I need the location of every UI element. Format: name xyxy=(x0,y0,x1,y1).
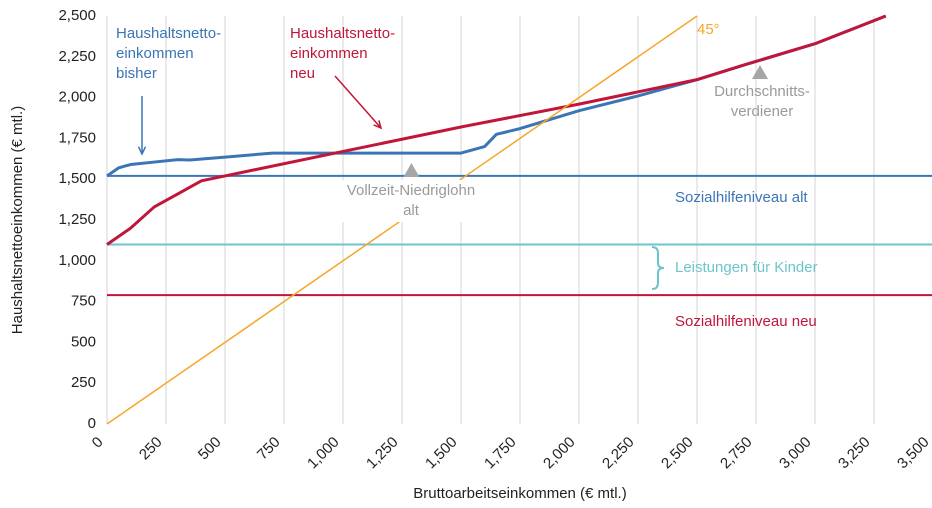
marker xyxy=(403,163,420,178)
x-tick-label: 3,500 xyxy=(894,434,932,473)
reference-label: Sozialhilfeniveau neu xyxy=(675,313,817,330)
y-tick-label: 1,750 xyxy=(58,129,96,146)
y-tick-label: 500 xyxy=(71,333,96,350)
marker xyxy=(752,64,769,79)
x-tick-label: 1,500 xyxy=(422,434,461,473)
reference-label: Sozialhilfeniveau alt xyxy=(675,189,808,206)
reference-label: Leistungen für Kinder xyxy=(675,259,818,276)
marker-label: Durchschnitts- xyxy=(714,83,810,100)
x-tick-label: 3,000 xyxy=(776,434,815,473)
brace xyxy=(651,246,665,290)
marker-label: alt xyxy=(403,202,420,219)
x-tick-label: 2,250 xyxy=(599,434,638,473)
x-tick-label: 1,000 xyxy=(304,434,343,473)
x-tick-label: 1,250 xyxy=(363,434,402,473)
y-tick-label: 2,500 xyxy=(58,7,96,24)
y-tick-label: 750 xyxy=(71,293,96,310)
series-label: Haushaltsnetto- xyxy=(290,25,395,42)
series-label: einkommen xyxy=(116,45,194,62)
x-tick-label: 0 xyxy=(89,434,107,452)
series-label: einkommen xyxy=(290,45,368,62)
y-tick-label: 1,000 xyxy=(58,252,96,269)
series-label: bisher xyxy=(116,65,157,82)
y-tick-label: 2,000 xyxy=(58,89,96,106)
y-tick-label: 1,250 xyxy=(58,211,96,228)
arrow xyxy=(334,75,382,129)
y-tick-label: 0 xyxy=(88,415,96,432)
arrow-head xyxy=(373,120,383,130)
x-tick-label: 1,750 xyxy=(481,434,520,473)
marker-label: Vollzeit-Niedriglohn xyxy=(347,182,475,199)
arrow-head xyxy=(137,146,147,156)
series-line xyxy=(106,14,887,246)
marker-label: verdiener xyxy=(731,103,794,120)
series-label: Haushaltsnetto- xyxy=(116,25,221,42)
x-tick-label: 2,500 xyxy=(658,434,697,473)
x-tick-label: 3,250 xyxy=(835,434,874,473)
y-tick-label: 250 xyxy=(71,374,96,391)
y-tick-label: 2,250 xyxy=(58,48,96,65)
label-background xyxy=(336,180,488,222)
x-tick-label: 250 xyxy=(136,434,166,464)
x-tick-label: 2,000 xyxy=(540,434,579,473)
y-tick-label: 1,500 xyxy=(58,170,96,187)
series-label: neu xyxy=(290,65,315,82)
x-tick-label: 2,750 xyxy=(717,434,756,473)
x-axis-title: Bruttoarbeitseinkommen (€ mtl.) xyxy=(413,485,626,502)
series-label: 45° xyxy=(697,21,720,38)
x-tick-label: 750 xyxy=(254,434,284,464)
y-axis-title: Haushaltsnettoeinkommen (€ mtl.) xyxy=(9,106,26,334)
x-tick-label: 500 xyxy=(195,434,225,464)
